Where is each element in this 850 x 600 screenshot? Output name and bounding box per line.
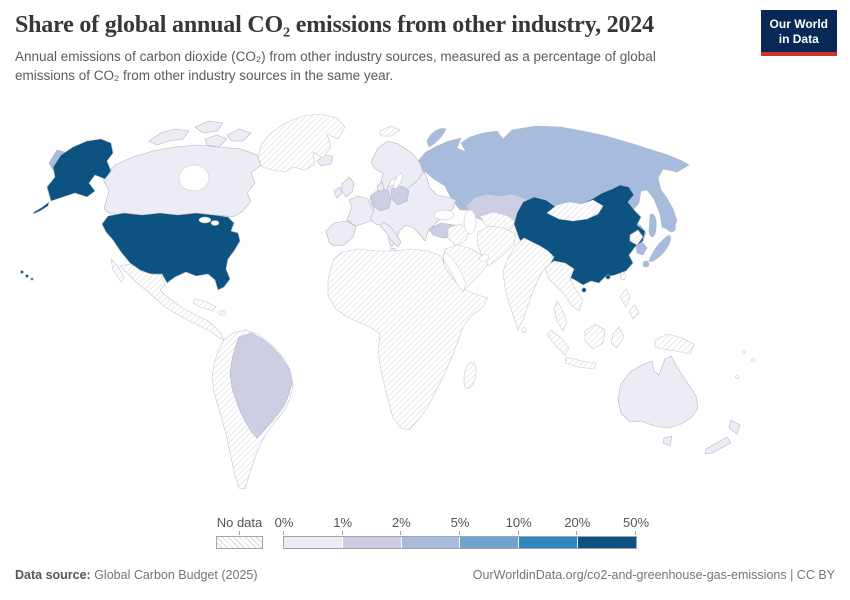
country-brazil[interactable] (229, 332, 293, 439)
map-legend: No data 0% 1% 2% 5% 10% 20% 50% (216, 515, 650, 551)
legend-bucket-1[interactable] (342, 537, 402, 548)
region-taiwan[interactable] (620, 271, 626, 281)
region-svalbard[interactable] (379, 125, 401, 137)
country-south-korea[interactable] (635, 241, 648, 256)
region-north-korea[interactable] (629, 229, 644, 246)
region-africa[interactable] (327, 248, 489, 431)
country-new-zealand[interactable] (704, 419, 741, 455)
region-greenland[interactable] (256, 113, 346, 173)
chart-header: Share of global annual CO₂ emissions fro… (15, 12, 765, 86)
data-source: Data source: Global Carbon Budget (2025) (15, 568, 258, 582)
region-mexico-central-america[interactable] (110, 258, 226, 342)
legend-tick (459, 531, 460, 535)
legend-no-data-swatch[interactable] (216, 536, 263, 549)
legend-tick-label: 50% (622, 515, 650, 530)
legend-tick (341, 531, 343, 535)
owid-link[interactable]: OurWorldinData.org/co2-and-greenhouse-ga… (472, 568, 835, 582)
region-southeast-asia[interactable] (544, 260, 755, 379)
country-japan[interactable] (642, 221, 676, 268)
legend-tick-label: 5% (450, 515, 470, 530)
legend-bucket-0[interactable] (284, 537, 343, 548)
owid-logo: Our World in Data (760, 10, 837, 56)
country-canada[interactable] (102, 120, 262, 218)
owid-logo-line1: Our World (769, 17, 828, 31)
legend-bucket-5[interactable] (578, 537, 636, 548)
legend-tick (400, 531, 402, 535)
country-united-states[interactable] (20, 138, 241, 291)
region-india[interactable] (502, 237, 555, 334)
legend-tick-label: 1% (333, 515, 353, 530)
chart-subtitle: Annual emissions of carbon dioxide (CO₂)… (15, 48, 656, 84)
data-source-label: Data source: (15, 568, 91, 582)
water-bodies (178, 164, 490, 293)
data-source-value: Global Carbon Budget (2025) (90, 568, 258, 582)
owid-logo-line2: in Data (778, 32, 819, 46)
legend-tick-label: 20% (564, 515, 591, 530)
legend-tick (283, 531, 284, 535)
legend-tick (635, 531, 636, 535)
legend-tick-label: 2% (391, 515, 411, 530)
legend-no-data-label: No data (216, 515, 263, 530)
region-mongolia[interactable] (546, 199, 604, 222)
country-australia[interactable] (617, 355, 699, 447)
legend-tick (517, 531, 519, 535)
legend-bucket-4[interactable] (519, 537, 579, 548)
country-europe-other[interactable] (316, 140, 457, 253)
legend-bucket-2[interactable] (401, 537, 461, 548)
world-map (0, 100, 850, 512)
legend-no-data-tick (239, 531, 240, 535)
country-poland[interactable] (390, 185, 410, 206)
legend-color-bar (283, 536, 637, 549)
legend-bucket-3[interactable] (460, 537, 520, 548)
country-germany[interactable] (370, 189, 392, 212)
legend-tick-label: 0% (274, 515, 294, 530)
legend-tick-label: 10% (505, 515, 532, 530)
page-title: Share of global annual CO₂ emissions fro… (15, 12, 654, 38)
chart-footer: Data source: Global Carbon Budget (2025)… (0, 568, 850, 582)
legend-tick (576, 531, 578, 535)
